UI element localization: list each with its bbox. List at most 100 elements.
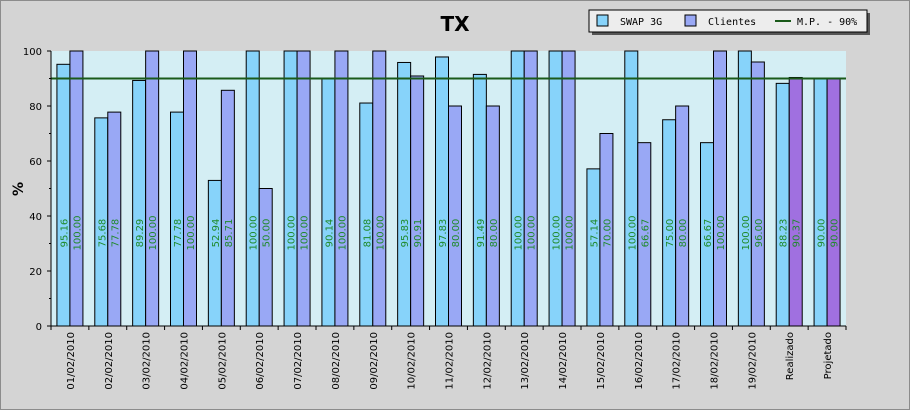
value-label: 100.00 <box>72 216 83 251</box>
x-tick-label: 16/02/2010 <box>634 332 645 390</box>
legend-reference-label: M.P. - 90% <box>797 17 857 28</box>
x-tick-label: 01/02/2010 <box>66 332 77 390</box>
x-tick-label: 13/02/2010 <box>520 332 531 390</box>
y-tick-label: 80 <box>29 102 42 113</box>
bar-swap-3g <box>510 50 525 327</box>
bar-clientes <box>523 50 538 327</box>
legend: SWAP 3G Clientes M.P. - 90% <box>588 9 870 35</box>
value-label: 100.00 <box>527 216 538 251</box>
value-label: 100.00 <box>337 216 348 251</box>
bar-swap-3g <box>775 82 790 327</box>
bar-clientes <box>69 50 84 327</box>
value-label: 100.00 <box>249 216 260 251</box>
value-label: 89.29 <box>135 219 146 248</box>
x-tick-label: 11/02/2010 <box>445 332 456 390</box>
y-tick-label: 60 <box>29 157 42 168</box>
value-label: 90.00 <box>830 219 841 248</box>
x-tick-label: 03/02/2010 <box>142 332 153 390</box>
bar-swap-3g <box>321 77 336 327</box>
legend-swap-3g-swatch <box>596 14 609 27</box>
value-label: 80.00 <box>489 219 500 248</box>
bar-clientes <box>296 50 311 327</box>
value-label: 88.23 <box>779 219 790 248</box>
x-tick-label: 10/02/2010 <box>407 332 418 390</box>
bar-clientes <box>334 50 349 327</box>
value-label: 75.00 <box>665 219 676 248</box>
x-tick-label: 19/02/2010 <box>747 332 758 390</box>
bar-swap-3g <box>56 63 71 327</box>
y-axis-label: % <box>11 182 27 196</box>
bar-clientes <box>713 50 727 327</box>
value-label: 57.14 <box>589 219 600 248</box>
value-label: 95.83 <box>400 219 411 248</box>
x-tick-label: 02/02/2010 <box>104 332 115 390</box>
value-label: 50.00 <box>262 219 273 248</box>
bar-swap-3g <box>548 50 563 327</box>
y-tick-label: 100 <box>23 47 42 58</box>
bar-swap-3g <box>283 50 298 327</box>
x-tick-label: 06/02/2010 <box>255 332 266 390</box>
value-label: 91.49 <box>476 219 487 248</box>
value-label: 85.71 <box>224 219 235 248</box>
value-label: 90.14 <box>324 219 335 248</box>
legend-swap-3g-label: SWAP 3G <box>620 17 662 28</box>
bar-clientes <box>183 50 197 327</box>
value-label: 77.78 <box>173 219 184 248</box>
bar-clientes <box>410 75 425 327</box>
value-label: 97.83 <box>438 219 449 248</box>
value-label: 95.16 <box>59 219 70 248</box>
value-label: 100.00 <box>514 216 525 251</box>
x-tick-label: Projetado <box>823 332 834 379</box>
legend-clientes-label: Clientes <box>708 17 756 28</box>
value-label: 100.00 <box>716 216 727 251</box>
bar-swap-3g <box>132 79 147 327</box>
bar-swap-3g <box>624 50 639 327</box>
x-tick-label: 18/02/2010 <box>710 332 721 390</box>
value-label: 100.00 <box>741 216 752 251</box>
bar-swap-3g <box>245 50 260 327</box>
chart-title: TX <box>440 12 470 36</box>
value-label: 75.68 <box>97 219 108 248</box>
value-labels-group: 95.16 100.00 75.68 77.78 89.29 100.00 77.78 100… <box>59 216 840 251</box>
bar-swap-3g <box>435 56 449 327</box>
value-label: 100.00 <box>287 216 298 251</box>
value-label: 66.67 <box>640 219 651 248</box>
x-tick-label: 09/02/2010 <box>369 332 380 390</box>
x-tick-label: 04/02/2010 <box>180 332 191 390</box>
bar-clientes <box>220 89 235 327</box>
value-label: 100.00 <box>300 216 311 251</box>
value-label: 96.00 <box>754 219 765 248</box>
value-label: 90.00 <box>817 219 828 248</box>
bar-clientes <box>448 105 462 327</box>
value-label: 90.91 <box>413 219 424 248</box>
bars-group <box>56 50 841 327</box>
bar-clientes <box>675 105 690 327</box>
bar-swap-3g <box>207 179 222 327</box>
value-label: 90.37 <box>792 219 803 248</box>
x-tick-label: 12/02/2010 <box>482 332 493 390</box>
bar-clientes <box>372 50 387 327</box>
bar-clientes <box>561 50 576 327</box>
x-tick-label: 07/02/2010 <box>293 332 304 390</box>
value-label: 70.00 <box>602 219 613 248</box>
value-label: 100.00 <box>565 216 576 251</box>
bar-clientes <box>826 78 841 327</box>
y-tick-label: 40 <box>29 212 42 223</box>
value-label: 100.00 <box>148 216 159 251</box>
value-label: 52.94 <box>211 219 222 248</box>
value-label: 77.78 <box>110 219 121 248</box>
value-label: 80.00 <box>451 219 462 248</box>
x-tick-label: 05/02/2010 <box>217 332 228 390</box>
bar-swap-3g <box>397 61 412 327</box>
value-label: 100.00 <box>375 216 386 251</box>
x-tick-label: 17/02/2010 <box>672 332 683 390</box>
bar-clientes <box>750 61 765 327</box>
value-label: 81.08 <box>362 219 373 248</box>
y-tick-label: 20 <box>29 267 42 278</box>
axes-group: 0 20 40 60 80 100 01/02/2010 02/02/2010 03/02/20… <box>23 47 847 390</box>
bar-swap-3g <box>813 78 828 327</box>
bar-clientes <box>788 76 803 327</box>
value-label: 100.00 <box>627 216 638 251</box>
x-tick-label: 15/02/2010 <box>596 332 607 390</box>
value-label: 80.00 <box>678 219 689 248</box>
